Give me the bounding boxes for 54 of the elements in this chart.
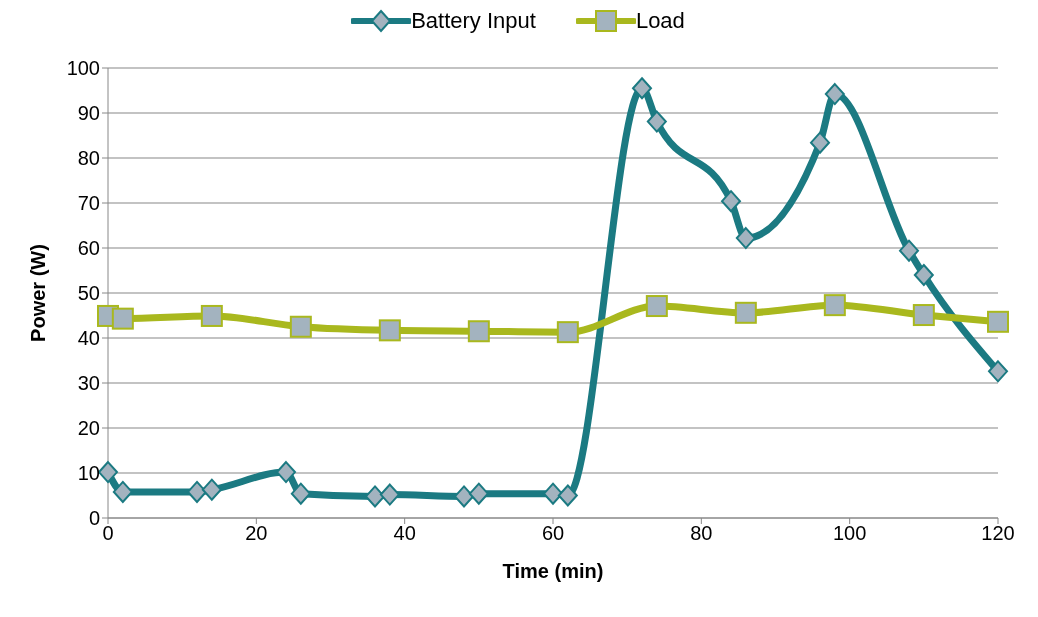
point [112,480,133,503]
y-tick-label: 0 [88,507,100,530]
point [454,485,474,508]
point [290,482,311,505]
x-tick-label: 40 [393,522,416,545]
point [735,227,756,250]
y-tick-label: 40 [77,327,100,350]
y-tick-label: 10 [77,462,100,485]
point [467,320,490,343]
point [987,310,1009,333]
point [734,301,757,324]
point [913,264,934,286]
point [468,482,489,505]
x-tick-label: 80 [690,522,713,545]
point [543,482,563,505]
point [556,321,579,344]
point [365,485,385,508]
point [276,461,296,484]
point [201,478,222,501]
point [379,483,400,506]
y-tick-label: 50 [77,282,100,305]
x-tick-label: 0 [102,522,114,545]
point [111,307,134,330]
point [721,190,741,213]
x-tick-label: 20 [245,522,268,545]
point [912,304,935,327]
point [200,304,223,327]
x-axis-title: Time (min) [502,560,604,582]
y-tick-label: 100 [66,57,100,80]
point [823,294,846,317]
point [289,315,312,338]
x-tick-label: 60 [541,522,565,545]
y-axis-title: Power (W) [27,244,50,342]
point [899,239,919,262]
x-tick-label: 100 [832,522,867,545]
point [632,77,652,100]
point [187,480,207,503]
point [810,131,830,154]
y-tick-label: 20 [77,417,100,440]
point [988,360,1008,383]
y-tick-label: 70 [77,192,100,215]
legend-label: Battery Input [411,8,536,34]
y-tick-label: 30 [77,372,100,395]
y-tick-label: 80 [77,147,100,170]
point [645,295,668,318]
point [98,461,118,484]
point [646,110,667,133]
legend-label: Load [635,8,685,34]
y-tick-label: 90 [77,102,100,125]
point [557,484,578,507]
point [824,83,845,106]
x-tick-label: 120 [981,522,1015,545]
y-tick-label: 60 [77,237,100,260]
point [378,319,401,342]
